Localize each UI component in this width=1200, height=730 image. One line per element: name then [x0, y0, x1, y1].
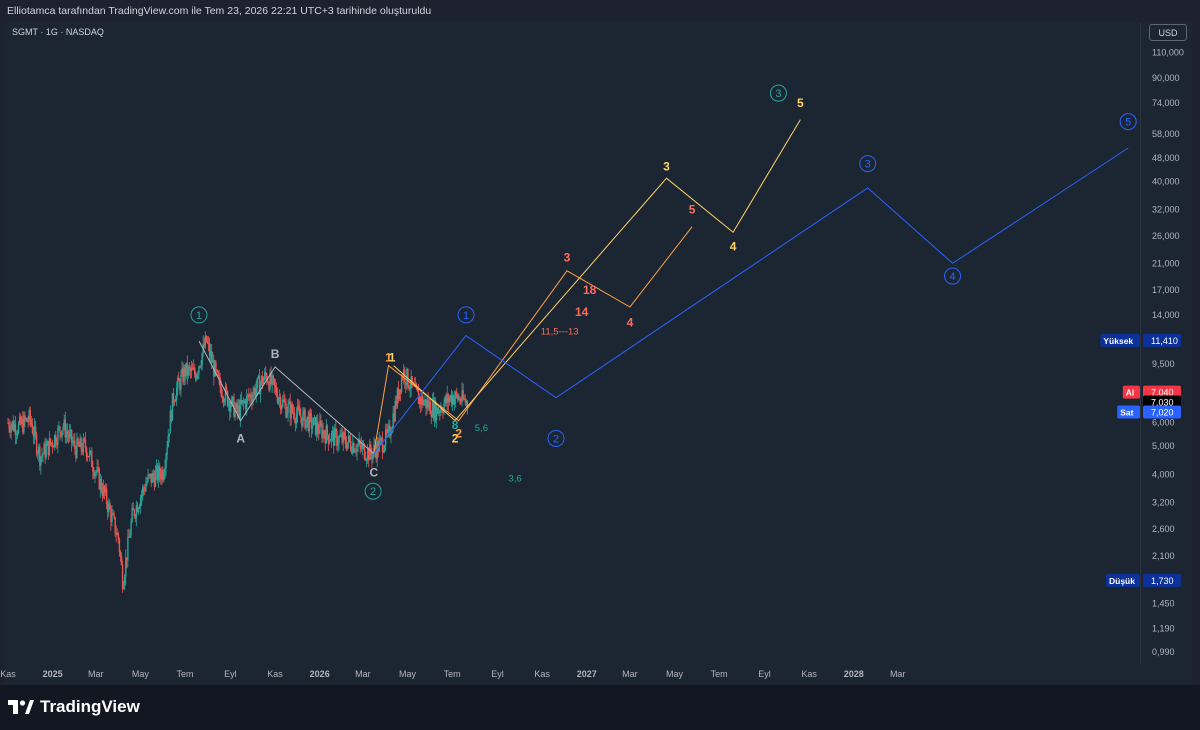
bottom-bar	[0, 685, 1200, 730]
tradingview-logo-icon	[8, 700, 34, 714]
chart-credit-text: Elliotamca tarafından TradingView.com il…	[7, 5, 432, 17]
tradingview-brand[interactable]: TradingView	[8, 697, 140, 717]
symbol-legend[interactable]: SGMT · 1G · NASDAQ	[12, 27, 104, 37]
price-axis-separator	[1140, 22, 1141, 664]
top-bar: Elliotamca tarafından TradingView.com il…	[0, 0, 1200, 22]
brand-name: TradingView	[40, 697, 140, 716]
chart-panel[interactable]	[5, 22, 1192, 685]
currency-button[interactable]: USD	[1149, 24, 1187, 41]
